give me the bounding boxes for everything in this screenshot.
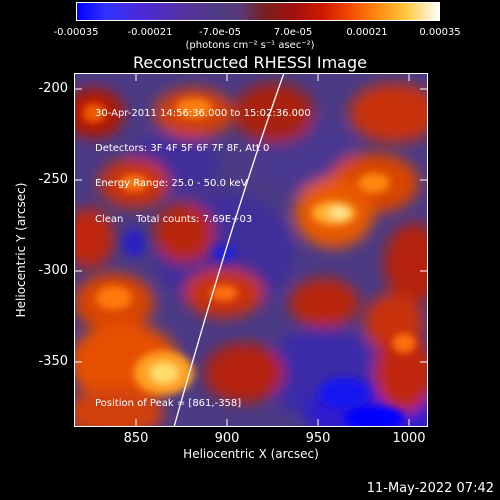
y-tick-label: -250 xyxy=(38,172,68,187)
time-range: 30-Apr-2011 14:56:36.000 to 15:02:36.000 xyxy=(95,107,311,119)
clean-counts: Clean Total counts: 7.69E+03 xyxy=(95,213,253,225)
y-tick-label: -200 xyxy=(38,81,68,96)
y-axis-label: Heliocentric Y (arcsec) xyxy=(14,182,28,318)
x-tick-label: 900 xyxy=(214,431,240,446)
colorbar-tick: 0.00035 xyxy=(419,27,461,38)
colorbar-tick: -0.00021 xyxy=(127,27,173,38)
x-tick-label: 1000 xyxy=(392,431,426,446)
y-tick-label: -300 xyxy=(38,263,68,278)
x-axis-label: Heliocentric X (arcsec) xyxy=(183,447,319,461)
colorbar-tick: -0.00035 xyxy=(53,27,99,38)
image-plot xyxy=(74,73,428,427)
x-tick-label: 850 xyxy=(123,431,149,446)
plot-title: Reconstructed RHESSI Image xyxy=(133,53,367,72)
colorbar-tick: 0.00021 xyxy=(346,27,388,38)
x-tick-label: 950 xyxy=(305,431,331,446)
timestamp: 11-May-2022 07:42 xyxy=(366,481,494,496)
energy-range: Energy Range: 25.0 - 50.0 keV xyxy=(95,178,248,190)
solar-limb xyxy=(173,73,285,427)
colorbar xyxy=(76,2,440,21)
observation-info: 30-Apr-2011 14:56:36.000 to 15:02:36.000… xyxy=(95,84,311,237)
y-tick-label: -350 xyxy=(38,354,68,369)
colorbar-tick: -7.0e-05 xyxy=(199,27,241,38)
peak-position: Position of Peak = [861,-358] xyxy=(95,398,242,409)
rhessi-image xyxy=(74,73,428,427)
detectors: Detectors: 3F 4F 5F 6F 7F 8F, Att 0 xyxy=(95,142,270,154)
colorbar-units: (photons cm⁻² s⁻¹ asec⁻²) xyxy=(185,40,315,51)
colorbar-tick: 7.0e-05 xyxy=(273,27,313,38)
